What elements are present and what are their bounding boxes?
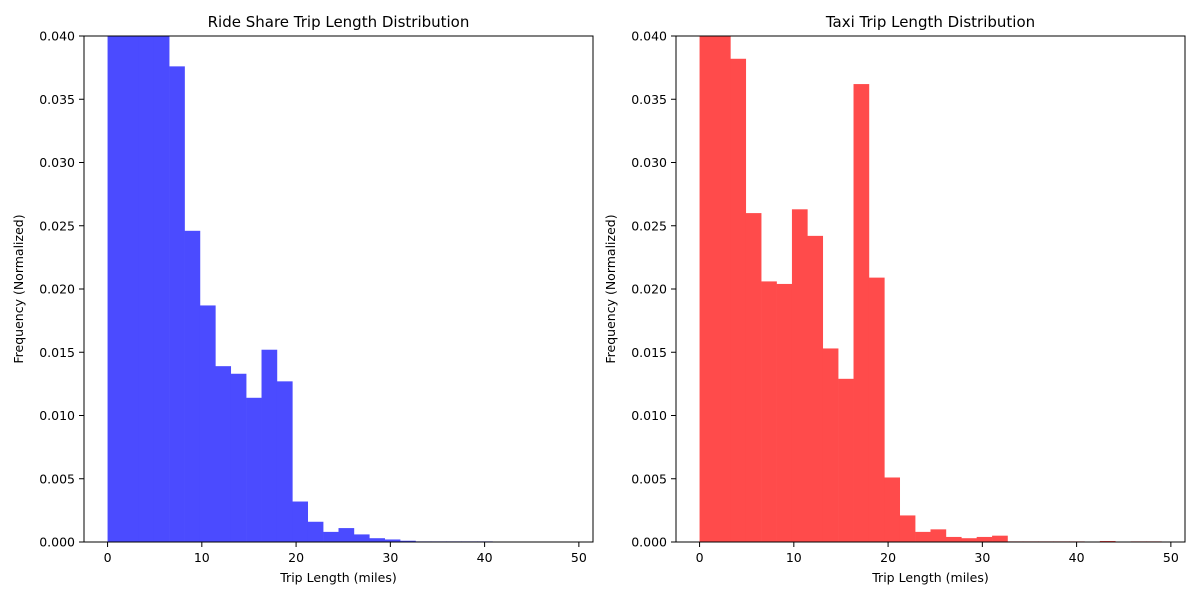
chart-title: Taxi Trip Length Distribution xyxy=(825,13,1035,31)
histogram-bar xyxy=(277,381,293,542)
histogram-bar xyxy=(915,532,931,542)
histogram-bar xyxy=(792,209,808,542)
x-tick-label: 50 xyxy=(571,550,587,565)
y-tick-label: 0.025 xyxy=(631,218,667,233)
histogram-bar xyxy=(946,537,962,542)
y-tick-label: 0.030 xyxy=(39,155,75,170)
histogram-bar xyxy=(869,278,885,542)
y-tick-label: 0.020 xyxy=(39,282,75,297)
histogram-bar xyxy=(931,529,947,542)
histogram-bar xyxy=(138,36,154,542)
histogram-bar xyxy=(123,36,139,542)
histogram-bar xyxy=(777,284,793,542)
y-tick-label: 0.010 xyxy=(631,408,667,423)
y-tick-label: 0.040 xyxy=(631,29,667,44)
histogram-bar xyxy=(262,350,278,542)
y-tick-label: 0.040 xyxy=(39,29,75,44)
x-tick-label: 20 xyxy=(288,550,304,565)
histogram-bar xyxy=(700,36,716,542)
histogram-bar xyxy=(823,348,839,542)
histogram-bar xyxy=(977,537,993,542)
x-tick-label: 20 xyxy=(880,550,896,565)
histogram-bar xyxy=(807,236,823,542)
histogram-bar xyxy=(169,66,185,542)
histogram-bar xyxy=(730,59,746,542)
y-tick-label: 0.025 xyxy=(39,218,75,233)
x-axis-label: Trip Length (miles) xyxy=(871,570,989,585)
histogram-bar xyxy=(215,366,231,542)
y-tick-label: 0.015 xyxy=(631,345,667,360)
histogram-bar xyxy=(354,534,370,542)
y-axis-label: Frequency (Normalized) xyxy=(11,214,26,363)
bars xyxy=(108,36,509,542)
histogram-bar xyxy=(154,36,170,542)
histogram-bar xyxy=(746,213,762,542)
y-tick-label: 0.005 xyxy=(631,471,667,486)
x-axis-label: Trip Length (miles) xyxy=(279,570,397,585)
x-tick-label: 40 xyxy=(1069,550,1085,565)
y-tick-label: 0.035 xyxy=(39,92,75,107)
y-tick-label: 0.035 xyxy=(631,92,667,107)
y-tick-label: 0.020 xyxy=(631,282,667,297)
y-tick-label: 0.000 xyxy=(39,535,75,550)
histogram-bar xyxy=(900,515,916,542)
histogram-bar xyxy=(246,398,262,542)
bars xyxy=(700,36,1162,542)
x-tick-label: 50 xyxy=(1163,550,1179,565)
histogram-bar xyxy=(308,522,324,542)
x-tick-label: 0 xyxy=(696,550,704,565)
x-tick-label: 0 xyxy=(104,550,112,565)
histogram-bar xyxy=(292,502,308,542)
histogram-bar xyxy=(323,532,339,542)
y-tick-label: 0.010 xyxy=(39,408,75,423)
x-tick-label: 10 xyxy=(786,550,802,565)
histogram-bar xyxy=(884,477,900,542)
histogram-bar xyxy=(185,231,201,542)
y-tick-label: 0.015 xyxy=(39,345,75,360)
histogram-bar xyxy=(838,379,854,542)
x-tick-label: 30 xyxy=(382,550,398,565)
y-tick-label: 0.005 xyxy=(39,471,75,486)
y-tick-label: 0.030 xyxy=(631,155,667,170)
histogram-bar xyxy=(961,538,977,542)
taxi-histogram: Taxi Trip Length Distribution Trip Lengt… xyxy=(603,13,1185,585)
chart-title: Ride Share Trip Length Distribution xyxy=(208,13,470,31)
y-axis-label: Frequency (Normalized) xyxy=(603,214,618,363)
x-tick-label: 40 xyxy=(477,550,493,565)
histogram-bar xyxy=(231,374,247,542)
histogram-bar xyxy=(854,84,870,542)
y-tick-label: 0.000 xyxy=(631,535,667,550)
histogram-bar xyxy=(339,528,355,542)
ride-share-histogram: Ride Share Trip Length Distribution Trip… xyxy=(11,13,593,585)
histogram-bar xyxy=(715,36,731,542)
histogram-bar xyxy=(761,281,777,542)
histogram-bar xyxy=(992,536,1008,542)
x-tick-label: 10 xyxy=(194,550,210,565)
histogram-bar xyxy=(200,305,216,542)
histogram-bar xyxy=(369,538,385,542)
x-tick-label: 30 xyxy=(974,550,990,565)
histogram-bar xyxy=(108,36,124,542)
